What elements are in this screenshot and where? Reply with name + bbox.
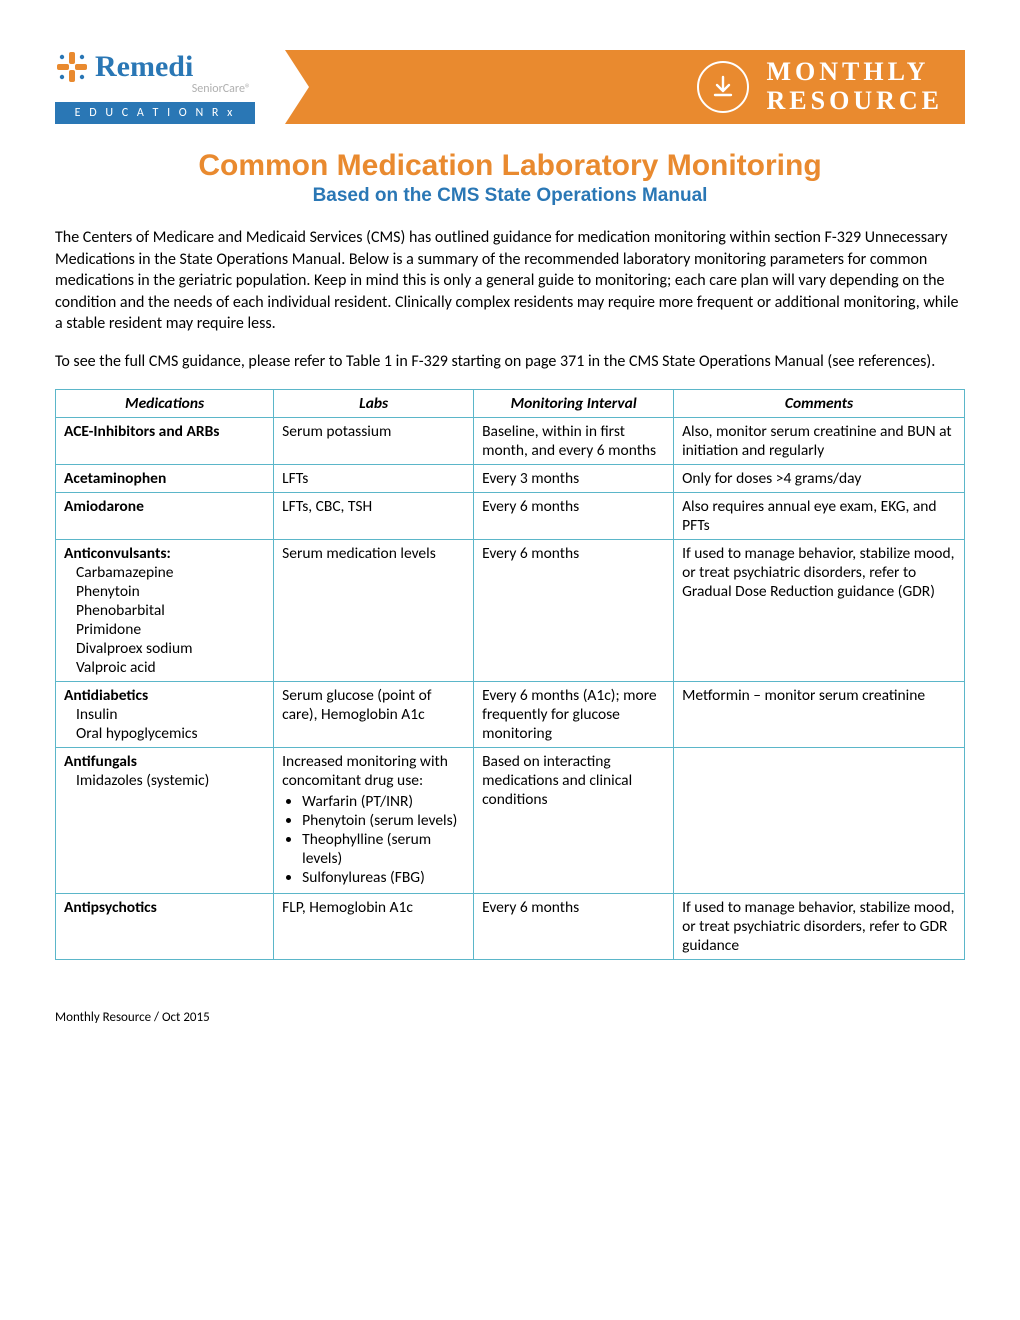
- header-row: Remedi SeniorCare® E D U C A T I O N R x…: [55, 50, 965, 124]
- cell-interval: Every 6 months: [474, 539, 674, 681]
- medication-sub: Insulin: [64, 705, 265, 724]
- cell-medication: AntidiabeticsInsulinOral hypoglycemics: [56, 681, 274, 747]
- th-labs: Labs: [274, 389, 474, 417]
- labs-text: FLP, Hemoglobin A1c: [282, 898, 465, 917]
- intro-paragraph-2: To see the full CMS guidance, please ref…: [55, 351, 965, 373]
- cell-medication: ACE-Inhibitors and ARBs: [56, 417, 274, 464]
- medication-name: Antidiabetics: [64, 686, 148, 705]
- labs-bullet: Phenytoin (serum levels): [302, 811, 465, 830]
- medication-name: ACE-Inhibitors and ARBs: [64, 422, 219, 441]
- cell-labs: FLP, Hemoglobin A1c: [274, 893, 474, 959]
- medication-name: Antifungals: [64, 752, 137, 771]
- cell-medication: Antipsychotics: [56, 893, 274, 959]
- table-row: Anticonvulsants:CarbamazepinePhenytoinPh…: [56, 539, 965, 681]
- cell-comments: If used to manage behavior, stabilize mo…: [674, 539, 965, 681]
- medication-sub: Phenobarbital: [64, 601, 265, 620]
- labs-text: LFTs: [282, 469, 465, 488]
- logo-mark-icon: [55, 50, 89, 84]
- cell-medication: Anticonvulsants:CarbamazepinePhenytoinPh…: [56, 539, 274, 681]
- labs-text: Serum glucose (point of care), Hemoglobi…: [282, 686, 465, 724]
- cell-labs: Serum medication levels: [274, 539, 474, 681]
- cell-comments: [674, 747, 965, 893]
- cell-comments: If used to manage behavior, stabilize mo…: [674, 893, 965, 959]
- labs-bullet: Theophylline (serum levels): [302, 830, 465, 868]
- banner-text: MONTHLY RESOURCE: [767, 58, 943, 115]
- th-comments: Comments: [674, 389, 965, 417]
- title-block: Common Medication Laboratory Monitoring …: [55, 149, 965, 207]
- medication-name: Amiodarone: [64, 497, 144, 516]
- medication-name: Acetaminophen: [64, 469, 166, 488]
- cell-interval: Every 3 months: [474, 464, 674, 492]
- cell-comments: Metformin – monitor serum creatinine: [674, 681, 965, 747]
- cell-interval: Every 6 months: [474, 492, 674, 539]
- table-row: Amiodarone LFTs, CBC, TSH Every 6 monthsAl…: [56, 492, 965, 539]
- medication-name: Anticonvulsants:: [64, 544, 171, 563]
- cell-medication: Acetaminophen: [56, 464, 274, 492]
- labs-bullet-list: Warfarin (PT/INR)Phenytoin (serum levels…: [282, 792, 465, 887]
- cell-comments: Also, monitor serum creatinine and BUN a…: [674, 417, 965, 464]
- banner-notch-icon: [285, 50, 309, 124]
- banner: MONTHLY RESOURCE: [285, 50, 965, 124]
- cell-interval: Every 6 months: [474, 893, 674, 959]
- table-row: ACE-Inhibitors and ARBs Serum potassium Ba…: [56, 417, 965, 464]
- medication-sub: Primidone: [64, 620, 265, 639]
- cell-medication: AntifungalsImidazoles (systemic): [56, 747, 274, 893]
- cell-interval: Based on interacting medications and cli…: [474, 747, 674, 893]
- download-icon: [697, 61, 749, 113]
- labs-text: Serum medication levels: [282, 544, 465, 563]
- logo-sub-text: SeniorCare®: [55, 82, 255, 96]
- table-row: AntifungalsImidazoles (systemic)Increase…: [56, 747, 965, 893]
- cell-interval: Every 6 months (A1c); more frequently fo…: [474, 681, 674, 747]
- th-interval: Monitoring Interval: [474, 389, 674, 417]
- cell-labs: LFTs, CBC, TSH: [274, 492, 474, 539]
- table-header-row: Medications Labs Monitoring Interval Com…: [56, 389, 965, 417]
- logo-brand-text: Remedi: [95, 52, 193, 82]
- th-medications: Medications: [56, 389, 274, 417]
- cell-comments: Also requires annual eye exam, EKG, and …: [674, 492, 965, 539]
- footer-text: Monthly Resource / Oct 2015: [55, 1010, 965, 1025]
- cell-labs: Serum potassium: [274, 417, 474, 464]
- labs-bullet: Warfarin (PT/INR): [302, 792, 465, 811]
- cell-labs: Serum glucose (point of care), Hemoglobi…: [274, 681, 474, 747]
- medication-sub: Phenytoin: [64, 582, 265, 601]
- medication-table: Medications Labs Monitoring Interval Com…: [55, 389, 965, 960]
- labs-text: Increased monitoring with concomitant dr…: [282, 752, 465, 790]
- cell-labs: LFTs: [274, 464, 474, 492]
- logo-badge: E D U C A T I O N R x: [55, 102, 255, 124]
- medication-sub: Carbamazepine: [64, 563, 265, 582]
- banner-line2: RESOURCE: [767, 87, 943, 116]
- page-subtitle: Based on the CMS State Operations Manual: [55, 185, 965, 207]
- table-row: Antipsychotics FLP, Hemoglobin A1c Every 6…: [56, 893, 965, 959]
- medication-sub: Valproic acid: [64, 658, 265, 677]
- table-row: AntidiabeticsInsulinOral hypoglycemicsSe…: [56, 681, 965, 747]
- table-row: Acetaminophen LFTs Every 3 monthsOnly for …: [56, 464, 965, 492]
- labs-text: LFTs, CBC, TSH: [282, 497, 465, 516]
- medication-sub: Imidazoles (systemic): [64, 771, 265, 790]
- intro-paragraph-1: The Centers of Medicare and Medicaid Ser…: [55, 227, 965, 335]
- cell-medication: Amiodarone: [56, 492, 274, 539]
- banner-line1: MONTHLY: [767, 58, 943, 87]
- logo-main: Remedi: [55, 50, 255, 84]
- cell-comments: Only for doses >4 grams/day: [674, 464, 965, 492]
- labs-bullet: Sulfonylureas (FBG): [302, 868, 465, 887]
- medication-sub: Divalproex sodium: [64, 639, 265, 658]
- page: Remedi SeniorCare® E D U C A T I O N R x…: [0, 0, 1020, 1065]
- medication-name: Antipsychotics: [64, 898, 157, 917]
- logo-block: Remedi SeniorCare® E D U C A T I O N R x: [55, 50, 255, 124]
- page-title: Common Medication Laboratory Monitoring: [55, 149, 965, 183]
- cell-labs: Increased monitoring with concomitant dr…: [274, 747, 474, 893]
- medication-sub: Oral hypoglycemics: [64, 724, 265, 743]
- labs-text: Serum potassium: [282, 422, 465, 441]
- cell-interval: Baseline, within in first month, and eve…: [474, 417, 674, 464]
